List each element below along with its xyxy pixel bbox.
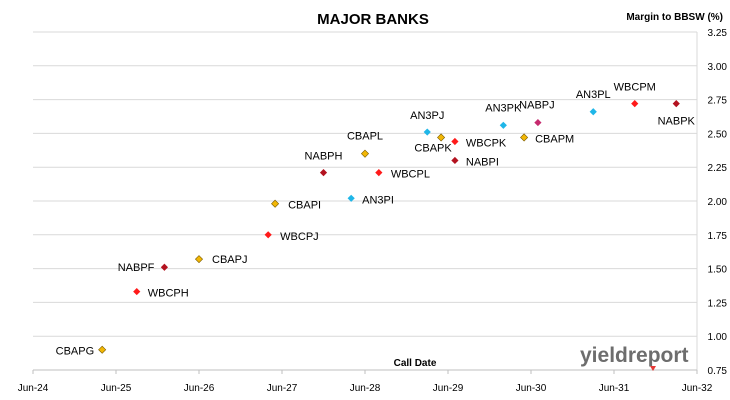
point-wbcpl	[375, 169, 383, 177]
x-tick-label: Jun-28	[350, 383, 381, 394]
gridlines	[33, 31, 698, 370]
y-tick-label: 2.50	[708, 129, 728, 140]
label-nabpk: NABPK	[658, 116, 696, 128]
data-points	[98, 100, 680, 354]
point-an3pl	[589, 108, 597, 116]
x-tick-label: Jun-30	[516, 383, 547, 394]
point-cbapj	[194, 255, 204, 264]
point-nabpf	[160, 263, 169, 271]
label-cbapi: CBAPI	[288, 200, 321, 212]
point-nabpj	[534, 118, 542, 127]
point-cbapl	[360, 149, 370, 158]
point-an3pj	[423, 128, 431, 136]
label-nabpj: NABPJ	[519, 100, 554, 112]
label-cbapk: CBAPK	[414, 142, 452, 154]
label-wbcpj: WBCPJ	[280, 231, 319, 243]
data-labels: CBAPG WBCPH NABPF CBAPJ WBCPJ CBAPI NABPH AN3PI…	[56, 82, 696, 358]
y-tick-label: 2.00	[708, 197, 728, 208]
y-tick-label: 1.25	[708, 298, 728, 309]
point-nabpk	[672, 100, 680, 108]
label-cbapg: CBAPG	[56, 346, 95, 358]
label-wbcpl: WBCPL	[391, 169, 430, 181]
x-tick-label: Jun-25	[101, 383, 132, 394]
label-an3pl: AN3PL	[576, 89, 611, 101]
y-tick-label: 1.00	[708, 332, 728, 343]
point-wbcpj	[264, 231, 272, 239]
point-nabph	[319, 169, 328, 177]
x-tick-label: Jun-27	[267, 383, 298, 394]
y-axis-ticks: 0.75 1.00 1.25 1.50 1.75 2.00 2.25 2.50 2.75 3.00…	[708, 28, 728, 377]
y-tick-label: 3.25	[708, 28, 728, 39]
point-nabpi	[451, 156, 459, 165]
label-wbcph: WBCPH	[148, 288, 189, 300]
label-cbapm: CBAPM	[535, 133, 574, 145]
yieldreport-logo: yieldreport	[580, 344, 689, 371]
point-cbapi	[271, 199, 280, 208]
y-axis-title: Margin to BBSW (%)	[626, 12, 723, 23]
point-wbcpk	[451, 137, 459, 146]
y-tick-label: 2.25	[708, 163, 728, 174]
point-wbcpm	[631, 100, 639, 108]
label-wbcpm: WBCPM	[614, 82, 656, 94]
label-wbcpk: WBCPK	[466, 138, 507, 150]
logo-text: yieldreport	[580, 344, 689, 367]
y-tick-label: 0.75	[708, 366, 728, 377]
x-tick-label: Jun-29	[433, 383, 464, 394]
logo-accent-mark	[650, 366, 656, 371]
point-cbapg	[98, 345, 107, 354]
y-tick-label: 3.00	[708, 62, 728, 73]
y-tick-label: 1.50	[708, 265, 728, 276]
x-tick-label: Jun-26	[184, 383, 215, 394]
y-tick-label: 1.75	[708, 231, 728, 242]
x-tick-label: Jun-32	[682, 383, 713, 394]
label-an3pi: AN3PI	[362, 194, 394, 206]
x-axis-title: Call Date	[394, 358, 437, 369]
label-cbapl: CBAPL	[347, 131, 383, 143]
label-nabph: NABPH	[305, 151, 343, 163]
label-nabpi: NABPI	[466, 156, 499, 168]
point-cbapk	[437, 133, 446, 142]
chart-title: MAJOR BANKS	[317, 11, 429, 28]
x-tick-label: Jun-31	[599, 383, 630, 394]
label-cbapj: CBAPJ	[212, 254, 247, 266]
y-tick-label: 2.75	[708, 96, 728, 107]
point-wbcph	[133, 287, 141, 296]
point-an3pi	[347, 194, 355, 202]
x-axis-ticks: Jun-24 Jun-25 Jun-26 Jun-27 Jun-28 Jun-29 Jun-…	[18, 370, 713, 394]
point-cbapm	[520, 133, 529, 142]
label-an3pk: AN3PK	[485, 102, 522, 114]
label-nabpf: NABPF	[118, 262, 155, 274]
x-tick-label: Jun-24	[18, 383, 49, 394]
point-an3pk	[499, 121, 507, 129]
label-an3pj: AN3PJ	[410, 110, 444, 122]
